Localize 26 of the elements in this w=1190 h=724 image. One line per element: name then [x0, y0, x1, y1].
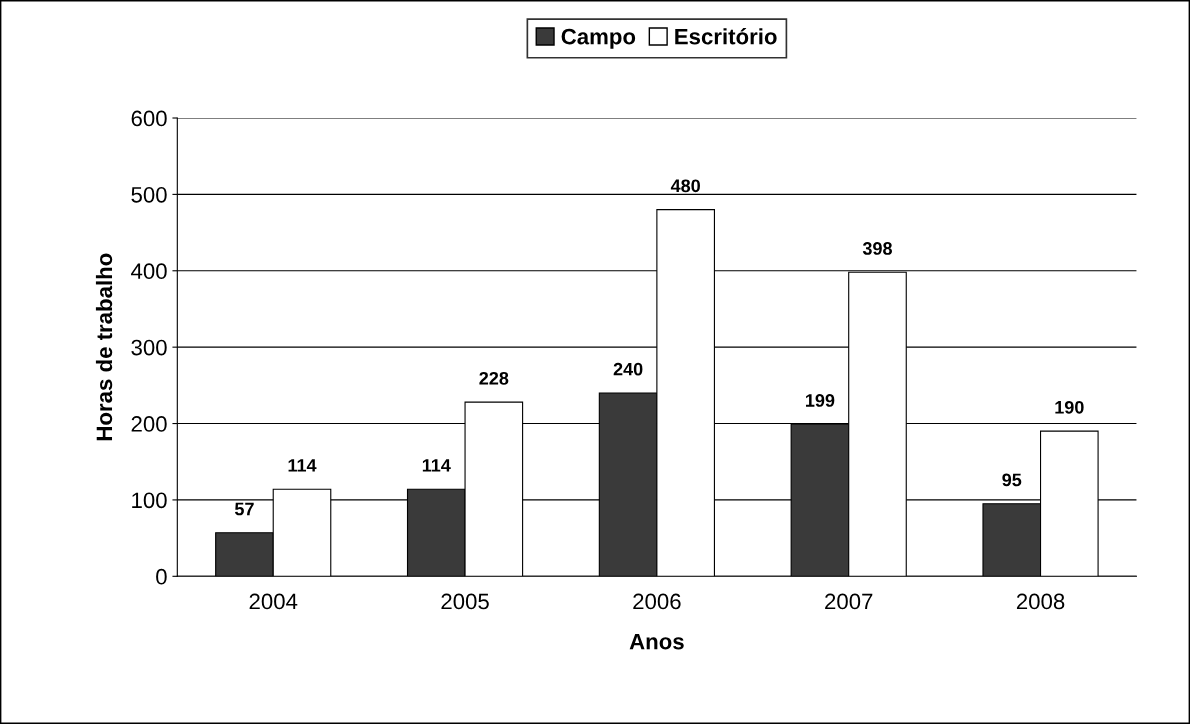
- data-label: 199: [806, 394, 835, 407]
- x-tick-label: 2007: [825, 593, 873, 610]
- data-label: 95: [1002, 473, 1022, 487]
- y-tick-label: 0: [156, 568, 167, 585]
- legend-label: Campo: [561, 28, 636, 49]
- y-tick-label: 600: [131, 110, 167, 127]
- data-label: 190: [1055, 400, 1084, 414]
- y-tick-label: 100: [132, 492, 167, 509]
- legend-label: Escritório: [675, 27, 777, 45]
- data-label: 240: [613, 362, 643, 376]
- x-axis-title: Anos: [629, 633, 684, 650]
- y-tick-label: 400: [131, 263, 167, 280]
- x-tick-label: 2008: [1016, 593, 1065, 610]
- y-tick-label: 200: [131, 416, 167, 432]
- data-label: 480: [670, 179, 700, 193]
- y-tick-label: 300: [131, 339, 167, 356]
- y-tick-label: 500: [131, 186, 167, 203]
- x-tick-label: 2004: [249, 593, 298, 610]
- x-tick-label: 2005: [441, 593, 489, 610]
- data-label: 114: [422, 459, 451, 472]
- y-axis-title: Horas de trabalho: [95, 253, 113, 441]
- data-label: 114: [288, 459, 317, 472]
- data-label: 228: [479, 371, 509, 385]
- data-label: 57: [234, 502, 254, 516]
- x-tick-label: 2006: [633, 593, 681, 610]
- data-label: 398: [862, 242, 892, 255]
